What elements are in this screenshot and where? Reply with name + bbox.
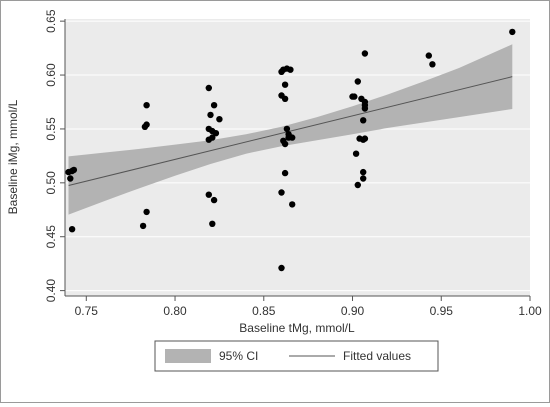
y-tick-label: 0.60 [44, 63, 58, 87]
x-tick-label: 0.90 [341, 304, 365, 318]
data-point [360, 175, 367, 182]
data-point [352, 150, 360, 157]
x-tick-label: 0.75 [75, 304, 99, 318]
data-point [216, 116, 223, 123]
x-axis-label: Baseline tMg, mmol/L [239, 321, 355, 335]
data-point [143, 121, 150, 128]
data-point [278, 189, 285, 196]
points-layer [65, 28, 516, 272]
x-tick-label: 1.00 [518, 304, 542, 318]
data-point [139, 222, 147, 230]
data-point [361, 135, 369, 142]
data-point [351, 93, 358, 100]
y-tick-label: 0.45 [44, 225, 58, 249]
data-point [70, 166, 78, 174]
x-tick-label: 0.80 [163, 304, 187, 318]
data-point [281, 95, 289, 103]
data-point [210, 196, 218, 204]
legend-ci-swatch [165, 349, 211, 363]
data-point [67, 175, 74, 182]
y-axis-label: Baseline iMg, mmol/L [6, 99, 20, 214]
data-point [143, 208, 150, 216]
y-tick-label: 0.50 [44, 171, 58, 195]
ci-band [68, 44, 513, 215]
legend-line-label: Fitted values [343, 349, 411, 363]
data-point [360, 117, 367, 124]
y-tick-label: 0.55 [44, 117, 58, 141]
data-point [425, 52, 432, 59]
data-point [143, 102, 150, 109]
data-point [509, 28, 516, 36]
data-point [210, 102, 218, 109]
data-point [429, 61, 436, 68]
data-point [287, 66, 294, 73]
ci-band-layer [68, 44, 513, 215]
legend-ci-label: 95% CI [219, 349, 258, 363]
data-point [361, 50, 369, 57]
y-tick-label: 0.65 [44, 9, 58, 33]
data-point [209, 220, 216, 227]
y-axis-ticks: 0.40 0.45 0.50 0.55 0.60 0.65 [44, 9, 65, 302]
data-point [209, 134, 216, 141]
data-point [281, 140, 289, 148]
data-point [361, 98, 369, 106]
data-point [68, 226, 76, 233]
data-point [212, 130, 220, 137]
data-point [354, 78, 361, 85]
fitted-line [68, 76, 513, 187]
data-point [289, 134, 296, 141]
data-point [205, 84, 212, 92]
data-point [281, 169, 289, 177]
data-point [354, 181, 361, 189]
data-point [278, 264, 285, 272]
legend: 95% CI Fitted values [154, 340, 439, 372]
data-point [281, 81, 289, 88]
fitted-line-layer [68, 76, 513, 187]
x-tick-label: 0.95 [430, 304, 454, 318]
x-axis-ticks: 0.75 0.80 0.85 0.90 0.95 1.00 [75, 296, 542, 318]
data-point [289, 201, 296, 208]
data-point [360, 168, 367, 176]
data-point [283, 125, 291, 133]
x-tick-label: 0.85 [252, 304, 276, 318]
axes [64, 19, 530, 297]
data-point [205, 191, 212, 198]
y-tick-label: 0.40 [44, 279, 58, 303]
data-point [207, 111, 214, 119]
